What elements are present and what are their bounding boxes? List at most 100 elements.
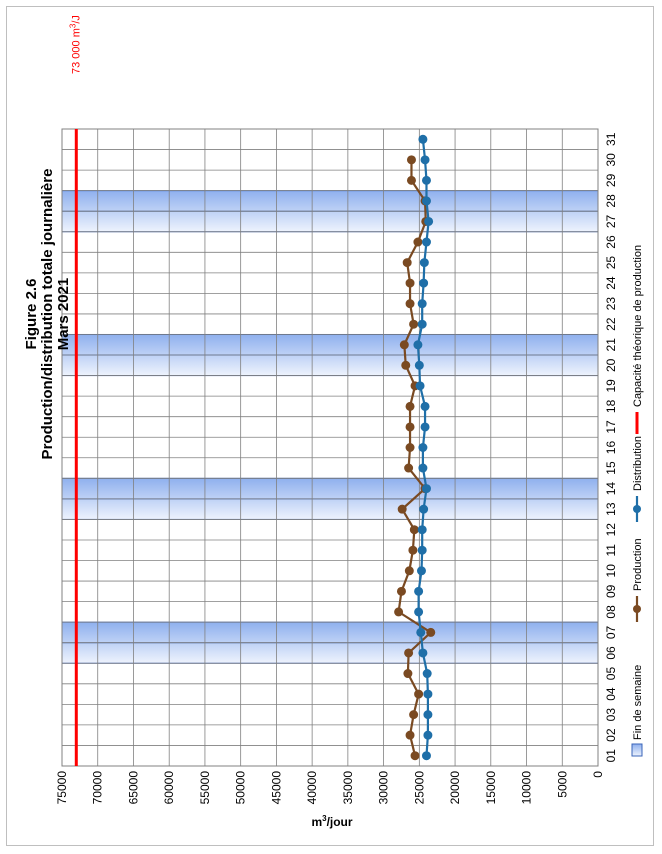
- chart-title-line-2: Production/distribution totale journaliè…: [39, 169, 56, 460]
- series-point-production: [394, 607, 404, 617]
- x-tick-label: 20: [604, 358, 618, 372]
- series-point-production: [410, 751, 420, 761]
- x-tick-label: 15: [604, 461, 618, 475]
- y-tick-label: 45000: [269, 771, 283, 805]
- y-tick-label: 75000: [55, 771, 69, 805]
- x-tick-label: 29: [604, 173, 618, 187]
- x-tick-label: 17: [604, 420, 618, 434]
- series-point-distribution: [416, 627, 426, 637]
- y-tick-label: 0: [591, 771, 605, 778]
- chart-frame: [6, 6, 654, 846]
- series-point-distribution: [414, 360, 424, 370]
- x-tick-label: 09: [604, 584, 618, 598]
- x-tick-label: 26: [604, 235, 618, 249]
- series-point-distribution: [413, 340, 423, 350]
- x-tick-label: 16: [604, 441, 618, 455]
- series-point-distribution: [419, 278, 429, 288]
- series-point-production: [405, 278, 415, 288]
- series-point-distribution: [420, 401, 430, 411]
- chart-title-line-3: Mars 2021: [55, 278, 72, 351]
- series-point-distribution: [414, 607, 424, 617]
- series-point-production: [399, 340, 409, 350]
- series-point-distribution: [419, 504, 429, 514]
- y-tick-label: 65000: [126, 771, 140, 805]
- y-tick-label: 55000: [198, 771, 212, 805]
- series-point-distribution: [417, 319, 427, 329]
- series-point-production: [404, 566, 414, 576]
- series-point-production: [409, 525, 419, 535]
- series-point-distribution: [417, 525, 427, 535]
- x-tick-label: 08: [604, 605, 618, 619]
- series-point-production: [409, 710, 419, 720]
- legend-weekend-swatch: [631, 743, 643, 757]
- x-tick-label: 04: [604, 687, 618, 701]
- series-point-distribution: [421, 237, 431, 247]
- x-tick-label: 28: [604, 194, 618, 208]
- x-tick-label: 21: [604, 338, 618, 352]
- series-point-production: [396, 586, 406, 596]
- x-tick-label: 01: [604, 749, 618, 763]
- x-tick-label: 31: [604, 132, 618, 146]
- series-point-distribution: [424, 216, 434, 226]
- series-point-distribution: [420, 422, 430, 432]
- series-point-distribution: [416, 566, 426, 576]
- series-point-production: [404, 463, 414, 473]
- series-point-distribution: [423, 689, 433, 699]
- series-point-distribution: [418, 648, 428, 658]
- series-point-distribution: [422, 669, 432, 679]
- plot-border: [61, 128, 599, 767]
- series-point-distribution: [419, 258, 429, 268]
- legend-distribution-marker: [633, 505, 641, 513]
- series-point-production: [405, 730, 415, 740]
- series-point-distribution: [417, 299, 427, 309]
- y-axis-label: m3/jour: [311, 814, 352, 829]
- x-tick-label: 11: [604, 544, 618, 557]
- series-point-production: [402, 258, 412, 268]
- x-tick-label: 10: [604, 564, 618, 578]
- y-tick-label: 25000: [412, 771, 426, 805]
- y-tick-label: 50000: [234, 771, 248, 805]
- series-point-production: [403, 669, 413, 679]
- series-point-distribution: [421, 196, 431, 206]
- series-point-production: [397, 504, 407, 514]
- x-tick-label: 13: [604, 502, 618, 516]
- series-point-production: [405, 299, 415, 309]
- series-point-distribution: [420, 155, 430, 165]
- y-tick-label: 35000: [341, 771, 355, 805]
- series-point-distribution: [415, 381, 425, 391]
- x-tick-label: 23: [604, 297, 618, 311]
- y-tick-label: 10000: [520, 771, 534, 805]
- series-point-production: [404, 648, 414, 658]
- x-tick-label: 27: [604, 214, 618, 228]
- x-tick-label: 07: [604, 625, 618, 639]
- y-tick-label: 5000: [555, 771, 569, 798]
- series-point-distribution: [421, 175, 431, 185]
- series-point-production: [413, 237, 423, 247]
- series-point-distribution: [423, 730, 433, 740]
- series-point-distribution: [417, 545, 427, 555]
- series-point-production: [414, 689, 424, 699]
- series-point-production: [405, 443, 415, 452]
- y-tick-label: 70000: [91, 771, 105, 805]
- y-tick-label: 40000: [305, 771, 319, 805]
- x-tick-label: 25: [604, 256, 618, 270]
- series-point-distribution: [421, 484, 431, 494]
- series-point-distribution: [421, 751, 431, 761]
- x-tick-label: 02: [604, 728, 618, 742]
- series-point-production: [401, 360, 411, 370]
- series-point-distribution: [418, 134, 428, 144]
- series-point-distribution: [414, 586, 424, 596]
- series-point-distribution: [423, 710, 433, 720]
- legend-capacity-label: Capacité théorique de production: [632, 245, 644, 407]
- legend-production-marker: [633, 605, 641, 613]
- x-tick-label: 19: [604, 379, 618, 393]
- x-tick-label: 05: [604, 667, 618, 681]
- y-tick-label: 15000: [484, 771, 498, 805]
- series-point-production: [408, 545, 418, 555]
- y-tick-label: 20000: [448, 771, 462, 805]
- series-point-production: [406, 175, 416, 185]
- series-point-distribution: [418, 443, 428, 452]
- y-tick-label: 60000: [162, 771, 176, 805]
- series-point-production: [406, 155, 416, 165]
